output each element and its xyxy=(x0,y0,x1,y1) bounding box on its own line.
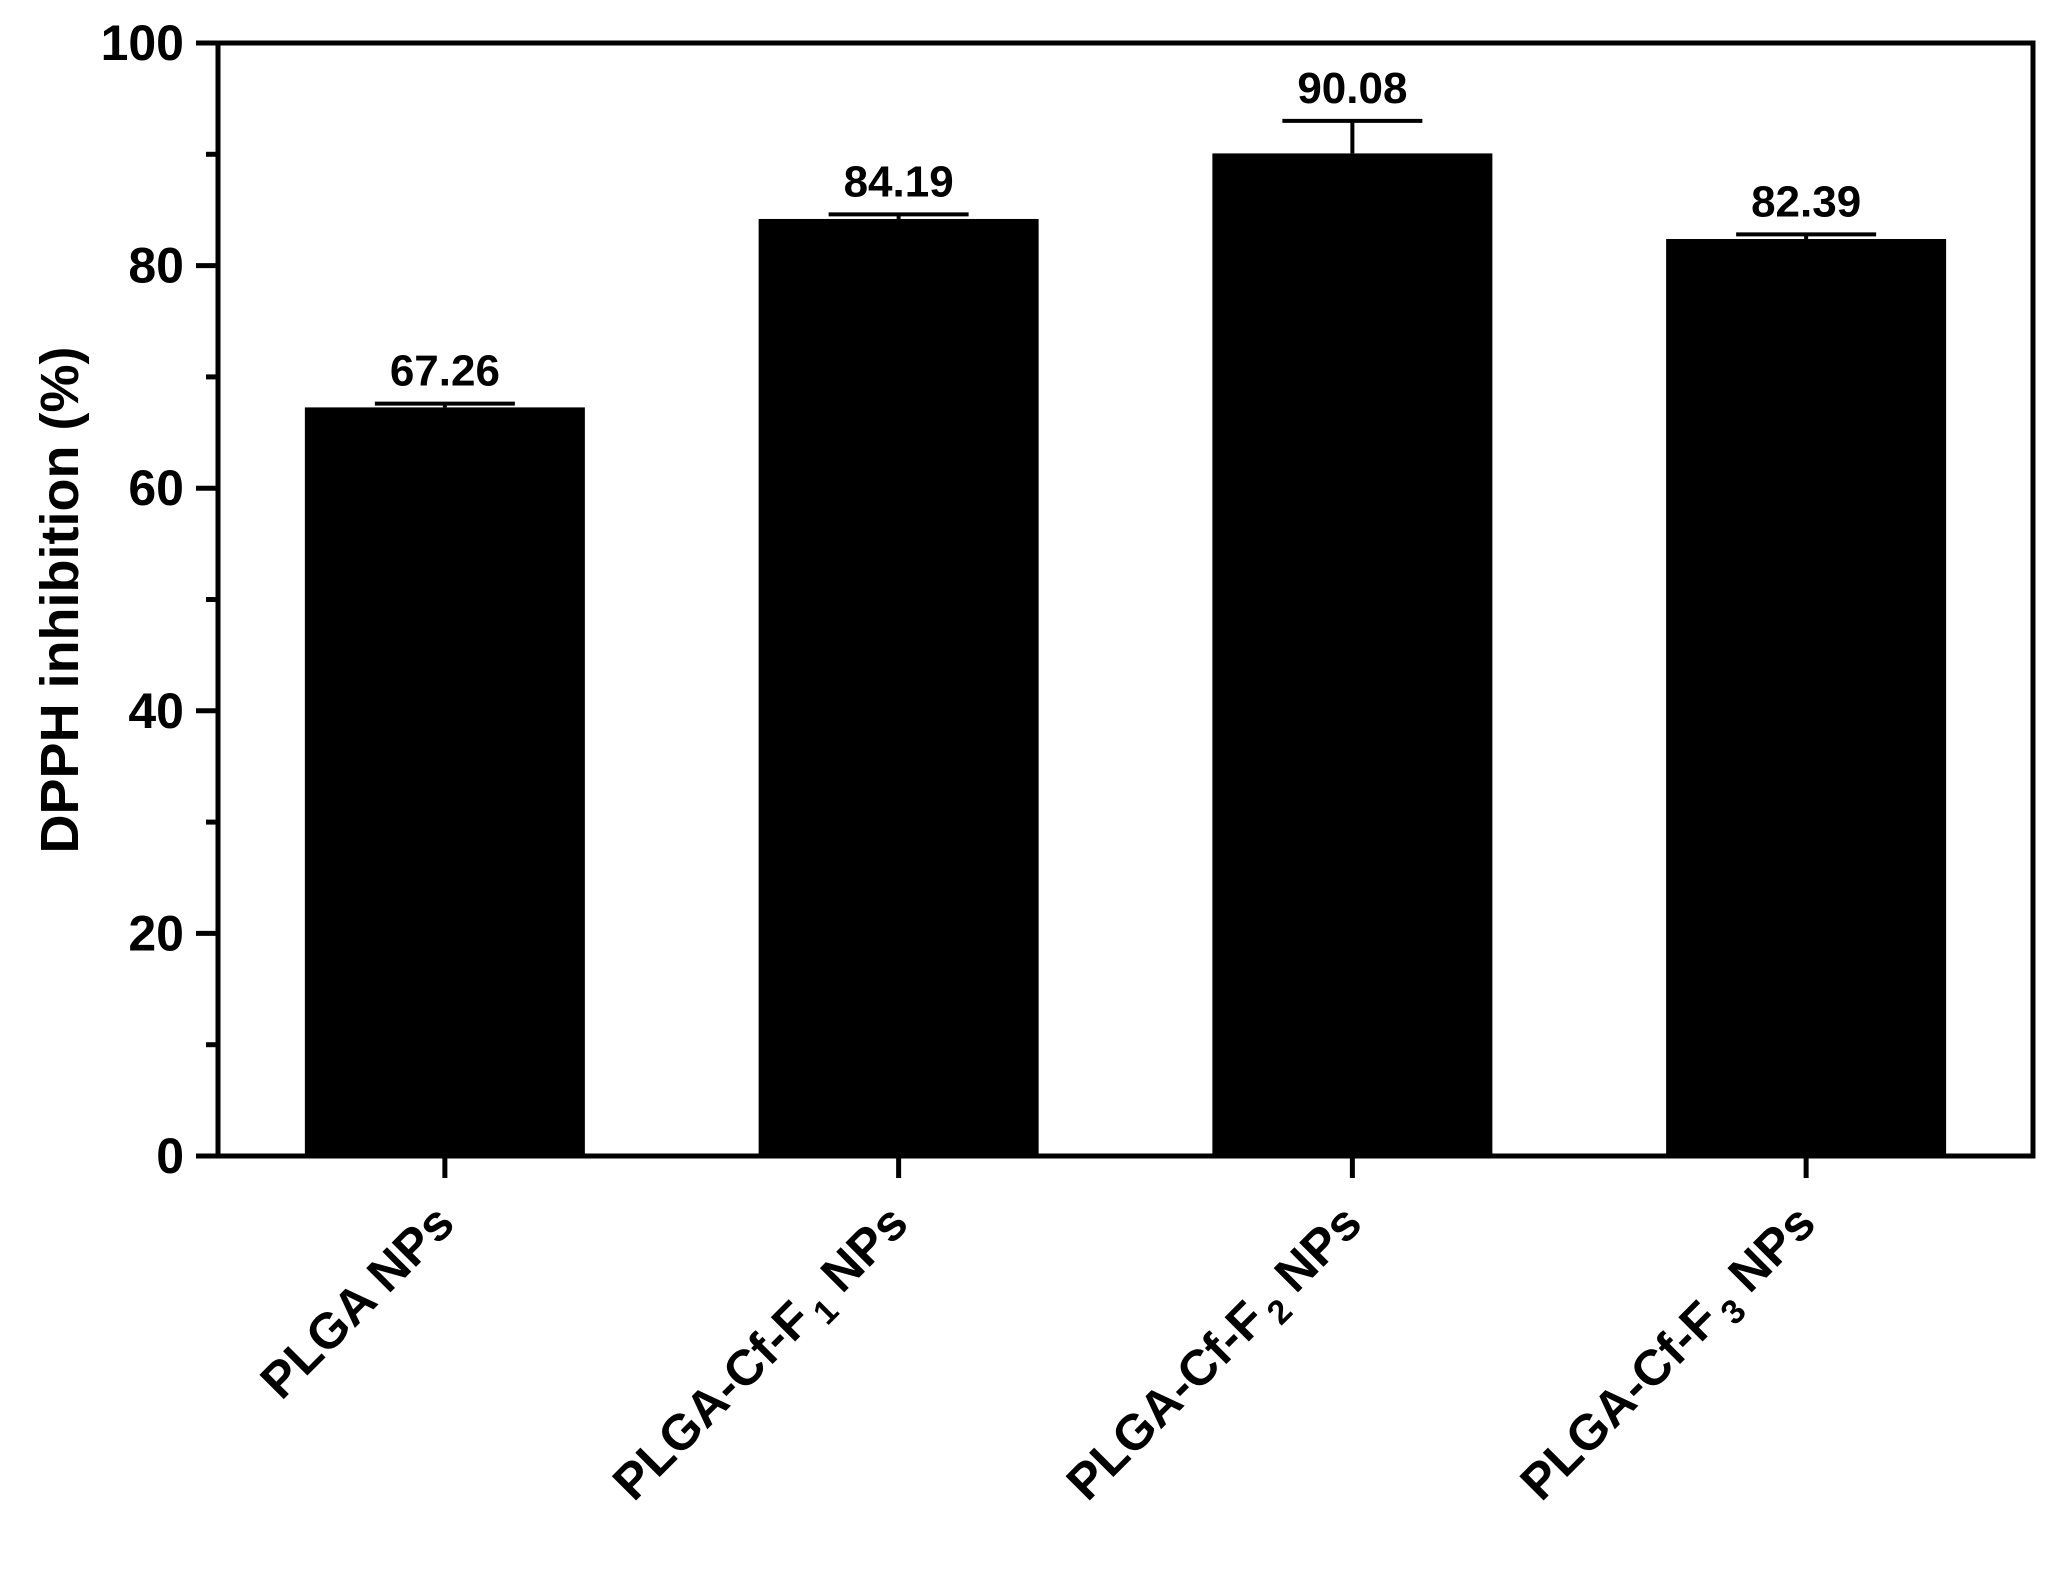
y-axis-title: DPPH inhibition (%) xyxy=(30,347,90,854)
bar xyxy=(1212,153,1493,1156)
y-tick-label: 0 xyxy=(156,1128,184,1184)
x-tick-label-group: PLGA NPs xyxy=(250,1194,465,1409)
y-tick-label: 60 xyxy=(128,460,184,516)
x-tick-label: PLGA-Cf-F3 NPs xyxy=(1509,1194,1832,1517)
y-tick-label: 100 xyxy=(101,15,184,71)
data-label: 82.39 xyxy=(1751,177,1861,226)
x-tick-label-group: PLGA-Cf-F1 NPs xyxy=(602,1194,925,1517)
data-label: 90.08 xyxy=(1297,64,1407,113)
y-tick-label: 40 xyxy=(128,683,184,739)
bar xyxy=(758,218,1039,1156)
x-tick-label: PLGA-Cf-F2 NPs xyxy=(1056,1194,1379,1517)
data-label: 84.19 xyxy=(844,157,954,206)
y-tick-label: 80 xyxy=(128,238,184,294)
x-tick-label: PLGA-Cf-F1 NPs xyxy=(602,1194,925,1517)
x-tick-label-group: PLGA-Cf-F3 NPs xyxy=(1509,1194,1832,1517)
data-label: 67.26 xyxy=(390,347,500,396)
bar xyxy=(304,407,585,1156)
x-tick-label-group: PLGA-Cf-F2 NPs xyxy=(1056,1194,1379,1517)
y-tick-label: 20 xyxy=(128,905,184,961)
bar xyxy=(1666,238,1947,1157)
x-tick-label: PLGA NPs xyxy=(250,1194,465,1409)
